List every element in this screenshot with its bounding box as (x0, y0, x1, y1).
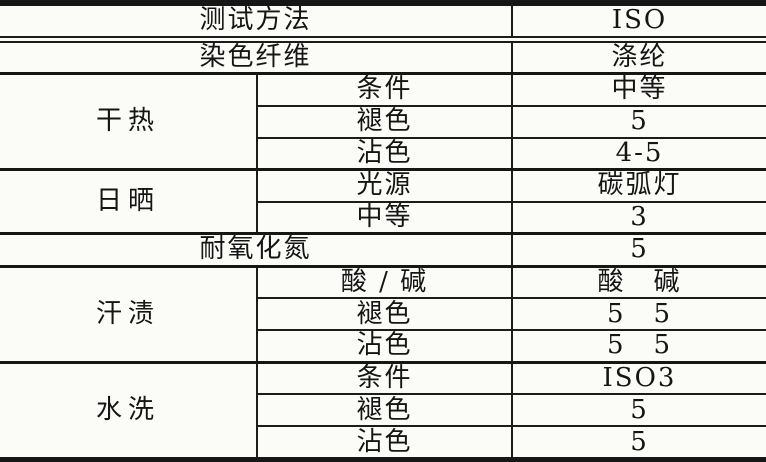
group-label-perspiration: 汗渍 (0, 266, 257, 364)
group-label-washing: 水洗 (0, 362, 257, 461)
perspiration-staining-value: 5 5 (511, 330, 766, 364)
row-dyed-fiber: 染色纤维 涤纶 (0, 39, 766, 76)
row-perspiration-acid-alkali: 汗渍 酸 / 碱 酸 碱 (0, 266, 766, 364)
sunlight-grade-value: 3 (511, 201, 766, 236)
row-perspiration-staining: 沾色 5 5 (0, 330, 766, 364)
row-dry-heat-condition: 干热 条件 中等 (0, 73, 766, 172)
dry-heat-condition-label: 条件 (255, 73, 513, 107)
row-dry-heat-staining: 沾色 4-5 (0, 137, 766, 172)
test-method-label: 测试方法 (0, 3, 513, 43)
perspiration-staining-label: 沾色 (255, 330, 513, 364)
nox-label: 耐氧化氮 (0, 233, 513, 268)
washing-fading-label: 褪色 (255, 394, 513, 428)
dry-heat-fading-label: 褪色 (255, 105, 513, 139)
group-label-sunlight: 日晒 (0, 169, 257, 236)
washing-condition-value: ISO3 (511, 362, 766, 396)
dry-heat-staining-label: 沾色 (255, 137, 513, 172)
dyed-fiber-label: 染色纤维 (0, 39, 513, 76)
sunlight-source-label: 光源 (255, 169, 513, 203)
row-washing-staining: 沾色 5 (0, 426, 766, 460)
row-sunlight-source: 日晒 光源 碳弧灯 (0, 169, 766, 236)
dry-heat-condition-value: 中等 (511, 73, 766, 107)
washing-condition-label: 条件 (255, 362, 513, 396)
group-label-dry-heat: 干热 (0, 73, 257, 172)
washing-fading-value: 5 (511, 394, 766, 428)
row-sunlight-grade: 中等 3 (0, 201, 766, 236)
perspiration-fading-label: 褪色 (255, 298, 513, 332)
row-washing-condition: 水洗 条件 ISO3 (0, 362, 766, 461)
row-nox: 耐氧化氮 5 (0, 233, 766, 268)
row-test-method: 测试方法 ISO (0, 3, 766, 43)
test-method-value: ISO (511, 3, 766, 43)
sunlight-source-value: 碳弧灯 (511, 169, 766, 203)
washing-staining-value: 5 (511, 426, 766, 460)
perspiration-fading-value: 5 5 (511, 298, 766, 332)
dry-heat-fading-value: 5 (511, 105, 766, 139)
perspiration-acid-alkali-value: 酸 碱 (511, 266, 766, 300)
row-dry-heat-fading: 褪色 5 (0, 105, 766, 139)
sunlight-grade-label: 中等 (255, 201, 513, 236)
nox-value: 5 (511, 233, 766, 268)
perspiration-acid-alkali-label: 酸 / 碱 (255, 266, 513, 300)
dry-heat-staining-value: 4-5 (511, 137, 766, 172)
row-washing-fading: 褪色 5 (0, 394, 766, 428)
washing-staining-label: 沾色 (255, 426, 513, 460)
row-perspiration-fading: 褪色 5 5 (0, 298, 766, 332)
dyed-fiber-value: 涤纶 (511, 39, 766, 76)
